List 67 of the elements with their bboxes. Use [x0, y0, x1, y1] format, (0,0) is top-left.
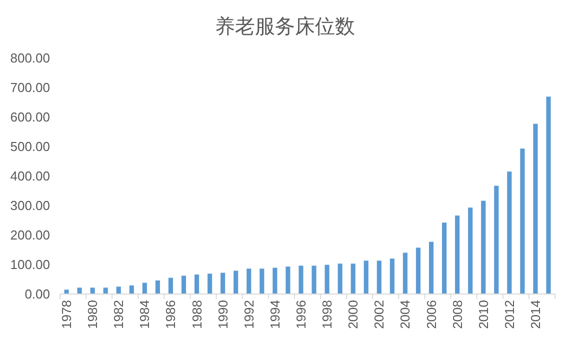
x-tick-label: 2004	[398, 300, 413, 329]
x-tick-label: 1982	[111, 300, 126, 329]
bar	[481, 200, 486, 294]
bar	[324, 264, 330, 294]
bar	[468, 208, 473, 294]
x-tick-label: 2010	[476, 300, 491, 329]
bar	[64, 290, 69, 294]
bar	[390, 258, 394, 294]
bar	[168, 278, 174, 294]
x-tick-label: 2012	[502, 300, 517, 329]
bar	[155, 280, 160, 294]
y-tick-label: 700.00	[10, 80, 50, 95]
x-tick-label: 2006	[424, 300, 439, 329]
bar	[234, 270, 238, 294]
bar	[208, 274, 212, 294]
bar	[286, 266, 290, 294]
x-tick-label: 1990	[215, 300, 230, 329]
chart-title: 养老服务床位数	[215, 16, 355, 38]
bar	[376, 260, 382, 294]
y-tick-label: 800.00	[10, 50, 50, 66]
x-tick-label: 1988	[189, 300, 204, 329]
y-tick-label: 200.00	[10, 228, 50, 242]
bar	[116, 286, 121, 294]
y-tick-label: 600.00	[10, 110, 50, 124]
y-tick-label: 400.00	[10, 168, 50, 184]
y-tick-label: 100.00	[10, 257, 50, 272]
bar	[520, 148, 525, 294]
bar	[298, 266, 304, 294]
bar	[312, 266, 316, 294]
bar	[77, 288, 82, 294]
bar	[246, 268, 252, 294]
bar	[272, 268, 278, 294]
x-tick-label: 2002	[372, 300, 387, 329]
bar	[194, 274, 200, 294]
x-tick-label: 1996	[293, 300, 308, 329]
bar	[442, 222, 447, 294]
bar	[103, 288, 108, 294]
bar	[507, 172, 512, 294]
x-tick-label: 1998	[320, 300, 335, 329]
bar	[416, 248, 421, 294]
bar	[402, 252, 408, 294]
x-tick-label: 1980	[85, 300, 100, 329]
bar	[338, 264, 342, 294]
x-tick-label: 1984	[137, 300, 152, 329]
x-tick-label: 2008	[450, 300, 465, 329]
bar	[260, 268, 264, 294]
bar	[455, 216, 460, 294]
bar	[142, 282, 147, 294]
bar	[220, 272, 226, 294]
x-tick-label: 1986	[163, 300, 178, 329]
bar	[181, 276, 186, 294]
bar	[90, 288, 95, 294]
bar	[546, 96, 551, 294]
y-tick-label: 300.00	[10, 198, 50, 213]
x-tick-label: 2000	[346, 300, 361, 329]
bar	[428, 242, 434, 294]
x-tick-label: 1992	[241, 300, 256, 329]
x-tick-label: 1994	[267, 300, 282, 329]
bar	[533, 124, 538, 294]
y-tick-label: 500.00	[10, 139, 50, 154]
bar	[129, 285, 134, 294]
y-tick-label: 0.00	[24, 286, 50, 302]
x-tick-label: 1978	[59, 300, 74, 329]
bar	[494, 186, 499, 294]
bar	[364, 260, 368, 294]
x-tick-label: 2014	[528, 300, 543, 329]
bar	[350, 264, 356, 294]
